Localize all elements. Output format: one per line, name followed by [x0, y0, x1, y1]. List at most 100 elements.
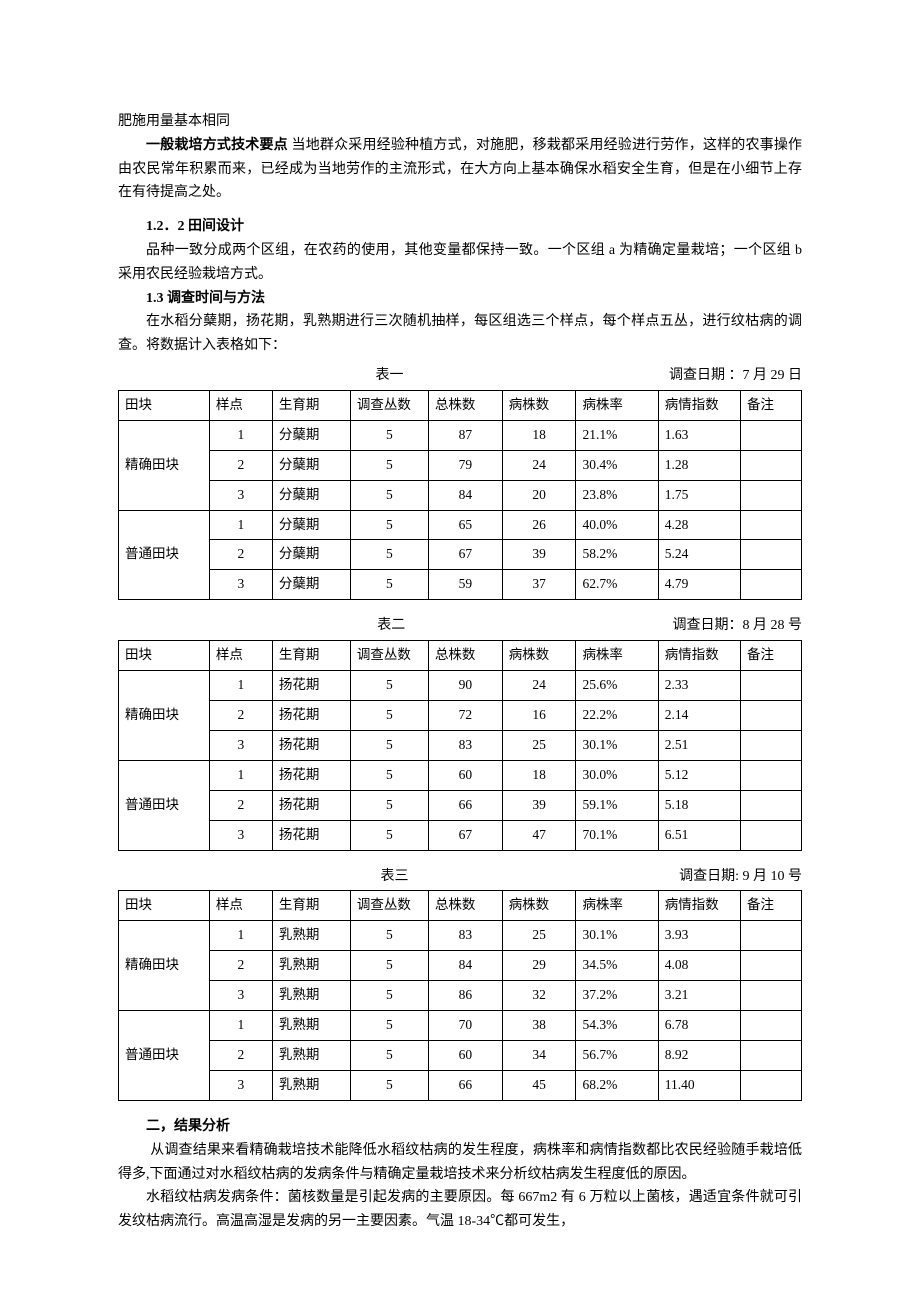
cell: 1 [209, 671, 272, 701]
table-date: 调查日期：8 月 28 号 [673, 614, 803, 638]
cell: 2 [209, 540, 272, 570]
cell: 5 [350, 730, 428, 760]
col-header: 总株数 [428, 891, 502, 921]
cell: 2 [209, 450, 272, 480]
intro-line: 肥施用量基本相同 [118, 110, 802, 134]
cell: 5 [350, 1071, 428, 1101]
intro-label: 一般栽培方式技术要点 [146, 138, 288, 153]
cell: 5 [350, 1011, 428, 1041]
cell: 20 [502, 480, 576, 510]
cell: 5 [350, 790, 428, 820]
cell: 1 [209, 921, 272, 951]
table-row: 3乳熟期5664568.2%11.40 [119, 1071, 802, 1101]
col-header: 调查丛数 [350, 390, 428, 420]
cell: 3 [209, 1071, 272, 1101]
cell: 67 [428, 540, 502, 570]
col-header: 田块 [119, 390, 210, 420]
cell: 18 [502, 420, 576, 450]
cell: 4.28 [658, 510, 740, 540]
cell: 5 [350, 671, 428, 701]
table-row: 3分蘖期5842023.8%1.75 [119, 480, 802, 510]
cell: 59.1% [576, 790, 658, 820]
intro-para: 一般栽培方式技术要点 当地群众采用经验种植方式，对施肥，移栽都采用经验进行劳作，… [118, 134, 802, 205]
cell: 5 [350, 981, 428, 1011]
cell: 45 [502, 1071, 576, 1101]
cell: 1 [209, 760, 272, 790]
table-row: 2扬花期5721622.2%2.14 [119, 701, 802, 731]
cell: 2 [209, 790, 272, 820]
cell: 34 [502, 1041, 576, 1071]
cell: 5 [350, 1041, 428, 1071]
cell-field: 精确田块 [119, 420, 210, 510]
cell: 分蘖期 [272, 480, 350, 510]
table-row: 3扬花期5674770.1%6.51 [119, 820, 802, 850]
table-row: 2乳熟期5603456.7%8.92 [119, 1041, 802, 1071]
col-header: 病株率 [576, 891, 658, 921]
cell: 54.3% [576, 1011, 658, 1041]
col-header: 病株数 [502, 891, 576, 921]
cell: 26 [502, 510, 576, 540]
cell [741, 790, 802, 820]
cell: 30.4% [576, 450, 658, 480]
cell [741, 450, 802, 480]
cell: 2.51 [658, 730, 740, 760]
results-para2: 水稻纹枯病发病条件：菌核数量是引起发病的主要原因。每 667m2 有 6 万粒以… [118, 1186, 802, 1234]
table-row: 3分蘖期5593762.7%4.79 [119, 570, 802, 600]
table-title: 表二 [118, 614, 665, 638]
cell: 30.1% [576, 921, 658, 951]
col-header: 调查丛数 [350, 891, 428, 921]
cell: 1 [209, 1011, 272, 1041]
cell: 乳熟期 [272, 921, 350, 951]
cell: 5 [350, 760, 428, 790]
cell [741, 671, 802, 701]
col-header: 总株数 [428, 390, 502, 420]
cell: 1.63 [658, 420, 740, 450]
table-row: 精确田块1扬花期5902425.6%2.33 [119, 671, 802, 701]
col-header: 样点 [209, 891, 272, 921]
cell: 62.7% [576, 570, 658, 600]
body-1-2-2: 品种一致分成两个区组，在农药的使用，其他变量都保持一致。一个区组 a 为精确定量… [118, 239, 802, 287]
cell: 乳熟期 [272, 951, 350, 981]
cell: 67 [428, 820, 502, 850]
cell: 5 [350, 921, 428, 951]
cell: 65 [428, 510, 502, 540]
col-header: 样点 [209, 641, 272, 671]
cell: 5 [350, 951, 428, 981]
table-row: 普通田块1扬花期5601830.0%5.12 [119, 760, 802, 790]
cell: 25 [502, 730, 576, 760]
col-header: 病情指数 [658, 641, 740, 671]
col-header: 病情指数 [658, 891, 740, 921]
cell [741, 480, 802, 510]
col-header: 田块 [119, 641, 210, 671]
cell: 3.21 [658, 981, 740, 1011]
cell: 乳熟期 [272, 1041, 350, 1071]
cell: 5 [350, 820, 428, 850]
col-header: 总株数 [428, 641, 502, 671]
cell: 24 [502, 671, 576, 701]
cell: 2.33 [658, 671, 740, 701]
cell: 5 [350, 570, 428, 600]
cell: 83 [428, 730, 502, 760]
cell-field: 普通田块 [119, 760, 210, 850]
cell: 1 [209, 420, 272, 450]
cell: 25.6% [576, 671, 658, 701]
cell: 25 [502, 921, 576, 951]
cell: 分蘖期 [272, 510, 350, 540]
heading-results: 二，结果分析 [118, 1115, 802, 1139]
cell [741, 951, 802, 981]
cell: 3 [209, 820, 272, 850]
cell: 2 [209, 1041, 272, 1071]
col-header: 生育期 [272, 891, 350, 921]
col-header: 病株率 [576, 641, 658, 671]
table-header: 田块样点生育期调查丛数总株数病株数病株率病情指数备注 [119, 390, 802, 420]
cell [741, 981, 802, 1011]
cell: 5 [350, 510, 428, 540]
cell: 22.2% [576, 701, 658, 731]
cell: 39 [502, 790, 576, 820]
cell: 70.1% [576, 820, 658, 850]
data-table: 田块样点生育期调查丛数总株数病株数病株率病情指数备注精确田块1乳熟期583253… [118, 890, 802, 1101]
cell: 5 [350, 480, 428, 510]
cell: 18 [502, 760, 576, 790]
cell [741, 570, 802, 600]
cell: 90 [428, 671, 502, 701]
